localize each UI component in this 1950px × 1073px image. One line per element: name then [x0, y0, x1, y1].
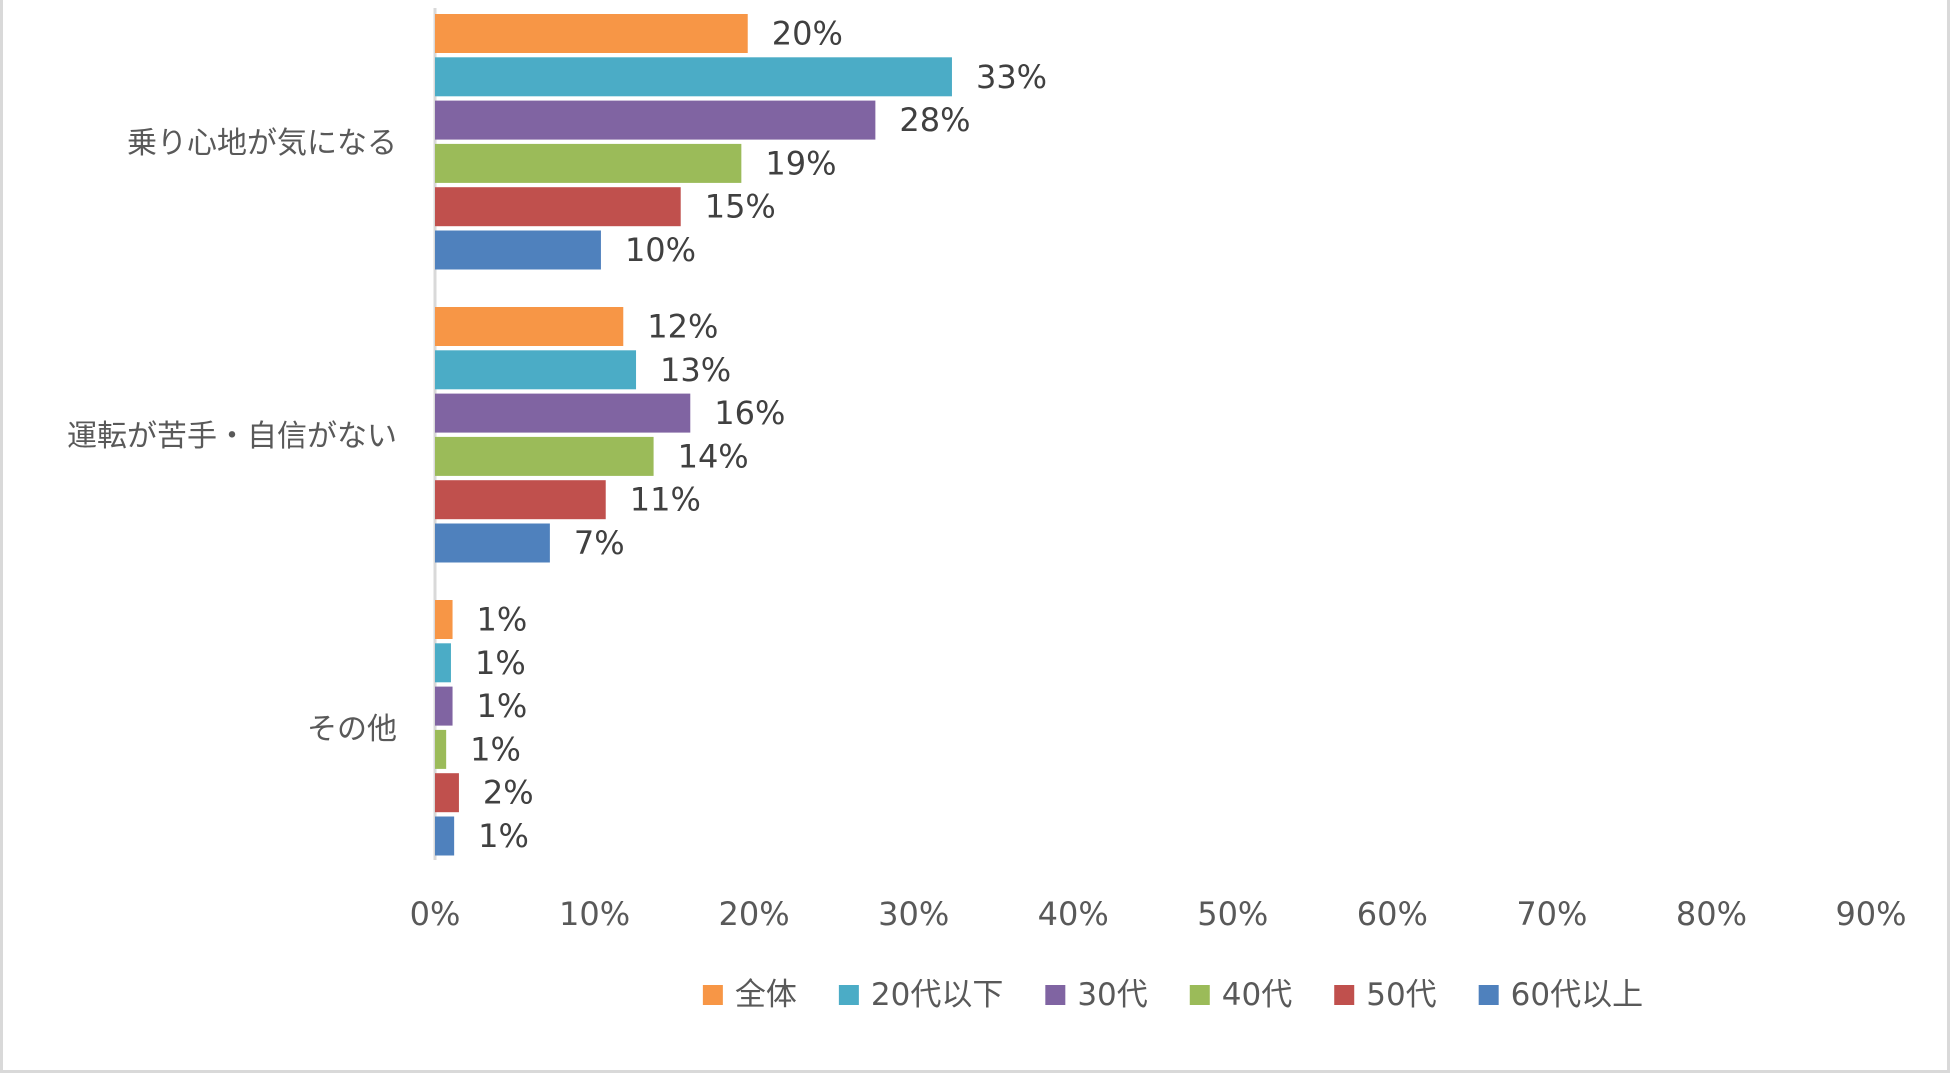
x-tick-label: 60%: [1357, 895, 1428, 933]
bar: [435, 230, 601, 270]
x-tick-label: 30%: [878, 895, 949, 933]
bar-chart: 20%33%28%19%15%10%12%13%16%14%11%7%1%1%1…: [67, 8, 1907, 1013]
legend-item: 60代以上: [1478, 977, 1643, 1013]
category-label: その他: [307, 712, 397, 747]
legend-swatch: [1334, 985, 1355, 1005]
data-label: 1%: [477, 687, 528, 725]
legend-item: 30代: [1045, 977, 1148, 1013]
bar: [435, 350, 637, 390]
bar: [435, 523, 550, 563]
bar: [435, 436, 654, 476]
data-label: 11%: [630, 481, 701, 519]
bar: [435, 393, 691, 433]
legend-label: 30代: [1077, 977, 1147, 1013]
data-label: 20%: [772, 15, 843, 53]
x-tick-labels: 0% 10% 20% 30% 40% 50% 60% 70% 80% 90%: [410, 895, 1907, 933]
data-label: 15%: [705, 188, 776, 226]
legend-label: 全体: [735, 977, 797, 1013]
legend-label: 40代: [1222, 977, 1292, 1013]
data-label: 28%: [899, 101, 970, 139]
bar: [435, 143, 742, 183]
bar: [435, 686, 453, 726]
x-tick-label: 80%: [1676, 895, 1747, 933]
bar: [435, 643, 451, 683]
x-tick-label: 50%: [1197, 895, 1268, 933]
bar: [435, 57, 952, 97]
x-tick-label: 90%: [1835, 895, 1906, 933]
x-tick-label: 70%: [1516, 895, 1587, 933]
data-label: 2%: [483, 774, 534, 812]
legend-swatch: [702, 985, 723, 1005]
legend-swatch: [1189, 985, 1210, 1005]
legend-item: 40代: [1189, 977, 1292, 1013]
data-label: 1%: [477, 601, 528, 639]
legend-label: 50代: [1366, 977, 1436, 1013]
legend: 全体 20代以下 30代 40代 50代 60代以上: [702, 977, 1643, 1013]
legend-label: 20代以下: [871, 977, 1003, 1013]
legend-item: 全体: [702, 977, 797, 1013]
category-label: 運転が苦手・自信がない: [67, 419, 397, 454]
bar: [435, 100, 876, 140]
data-label: 14%: [678, 437, 749, 475]
legend-swatch: [838, 985, 859, 1005]
legend-swatch: [1045, 985, 1066, 1005]
x-tick-label: 0%: [410, 895, 461, 933]
bar: [435, 14, 748, 53]
data-labels: 20% 33%28% 19% 15%10% 12% 13% 16% 14% 11%7% 1% 1% 1…: [470, 15, 1047, 856]
bar: [435, 600, 453, 639]
data-label: 1%: [475, 644, 526, 682]
legend-label: 60代以上: [1511, 977, 1643, 1013]
bar: [435, 480, 606, 520]
bar: [435, 773, 459, 813]
category-label: 乗り心地が気になる: [127, 126, 397, 161]
x-tick-label: 10%: [559, 895, 630, 933]
data-label: 33%: [976, 58, 1047, 96]
legend-item: 50代: [1334, 977, 1437, 1013]
data-label: 10%: [625, 231, 696, 269]
bar: [435, 816, 455, 856]
data-label: 7%: [574, 524, 625, 562]
legend-swatch: [1478, 985, 1499, 1005]
data-label: 12%: [647, 308, 718, 346]
data-label: 1%: [478, 817, 529, 855]
x-tick-label: 40%: [1038, 895, 1109, 933]
bars: [435, 14, 952, 856]
data-label: 19%: [765, 144, 836, 182]
legend-item: 20代以下: [838, 977, 1003, 1013]
x-tick-label: 20%: [719, 895, 790, 933]
data-label: 13%: [660, 351, 731, 389]
bar: [435, 729, 447, 769]
data-label: 16%: [714, 394, 785, 432]
bar: [435, 307, 624, 346]
data-label: 1%: [470, 730, 521, 768]
bar: [435, 187, 681, 227]
